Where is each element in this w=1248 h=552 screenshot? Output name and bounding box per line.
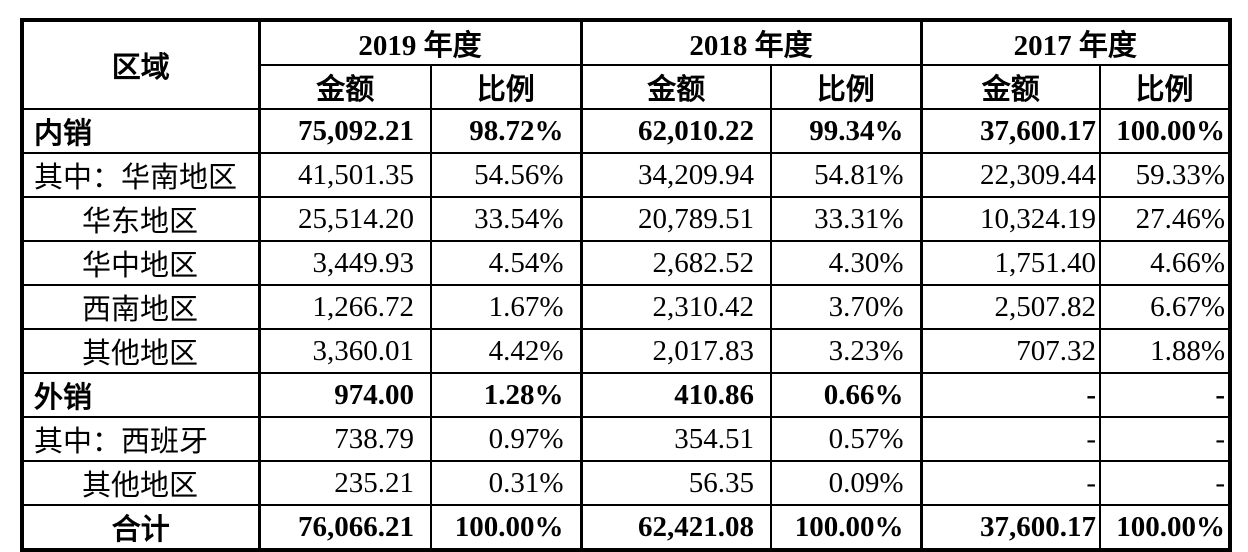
table-row: 内销 75,092.21 98.72% 62,010.22 99.34% 37,600.1… xyxy=(21,108,1232,154)
amount-cell: 3,360.01 xyxy=(257,328,432,374)
table-row: 外销 974.00 1.28% 410.86 0.66% - - xyxy=(21,372,1232,418)
table-row: 华东地区 25,514.20 33.54% 20,789.51 33.31% 10,324… xyxy=(21,196,1232,242)
ratio-cell: 3.23% xyxy=(770,328,923,374)
amount-header-2019: 金额 xyxy=(257,64,432,110)
amount-cell: 76,066.21 xyxy=(257,504,432,551)
amount-cell: 410.86 xyxy=(579,372,773,418)
subheader-row: 金额 比例 金额 比例 金额 比例 xyxy=(22,64,1232,110)
ratio-cell: 0.97% xyxy=(429,416,583,462)
row-label: 外销 xyxy=(21,372,260,418)
ratio-cell: 1.28% xyxy=(429,372,583,418)
row-label: 西南地区 xyxy=(21,284,260,330)
amount-cell: 34,209.94 xyxy=(579,152,773,198)
table-row: 合计 76,066.21 100.00% 62,421.08 100.00% 37,600… xyxy=(21,504,1232,551)
amount-cell: 62,421.08 xyxy=(579,504,773,551)
amount-cell: - xyxy=(919,460,1102,506)
row-label: 华东地区 xyxy=(21,196,260,242)
ratio-cell: 100.00% xyxy=(1099,108,1232,154)
year-2017-header: 2017 年度 xyxy=(919,19,1232,66)
amount-header-2017: 金额 xyxy=(919,64,1102,110)
ratio-cell: 0.09% xyxy=(770,460,923,506)
amount-cell: 2,310.42 xyxy=(579,284,773,330)
amount-cell: 974.00 xyxy=(257,372,432,418)
regional-sales-table: 区域 2019 年度 2018 年度 2017 年度 金额 比例 金额 比例 金… xyxy=(20,18,1233,552)
ratio-cell: 0.66% xyxy=(770,372,923,418)
ratio-cell: 27.46% xyxy=(1099,196,1232,242)
row-label: 合计 xyxy=(21,504,260,551)
ratio-cell: 100.00% xyxy=(429,504,583,551)
amount-cell: 10,324.19 xyxy=(919,196,1102,242)
ratio-cell: 1.67% xyxy=(429,284,583,330)
row-label: 内销 xyxy=(21,108,260,154)
amount-cell: 1,266.72 xyxy=(257,284,432,330)
amount-cell: 707.32 xyxy=(919,328,1102,374)
ratio-cell: 100.00% xyxy=(770,504,923,551)
amount-cell: 75,092.21 xyxy=(257,108,432,154)
amount-cell: 354.51 xyxy=(579,416,773,462)
row-label: 其中：西班牙 xyxy=(21,416,260,462)
amount-cell: 25,514.20 xyxy=(257,196,432,242)
ratio-cell: 0.31% xyxy=(429,460,583,506)
amount-cell: - xyxy=(919,416,1102,462)
table-row: 其中：西班牙 738.79 0.97% 354.51 0.57% - - xyxy=(21,416,1232,462)
ratio-cell: - xyxy=(1099,416,1232,462)
ratio-cell: 33.54% xyxy=(429,196,583,242)
amount-cell: 738.79 xyxy=(257,416,432,462)
amount-cell: 37,600.17 xyxy=(919,108,1102,154)
ratio-header-2019: 比例 xyxy=(429,64,583,110)
row-label: 其中：华南地区 xyxy=(21,152,260,198)
ratio-cell: 54.81% xyxy=(770,152,923,198)
ratio-header-2018: 比例 xyxy=(770,64,923,110)
amount-cell: 1,751.40 xyxy=(919,240,1102,286)
amount-cell: 56.35 xyxy=(579,460,773,506)
table-row: 其他地区 3,360.01 4.42% 2,017.83 3.23% 707.32 1.88… xyxy=(21,328,1232,374)
ratio-cell: 100.00% xyxy=(1099,504,1232,551)
ratio-cell: 98.72% xyxy=(429,108,583,154)
year-header-row: 区域 2019 年度 2018 年度 2017 年度 xyxy=(21,19,1232,110)
ratio-cell: 4.66% xyxy=(1099,240,1232,286)
amount-cell: 22,309.44 xyxy=(919,152,1102,198)
amount-header-2018: 金额 xyxy=(579,64,773,110)
ratio-cell: 3.70% xyxy=(770,284,923,330)
year-2018-header: 2018 年度 xyxy=(579,19,923,66)
region-column-header: 区域 xyxy=(21,19,260,110)
ratio-cell: 4.30% xyxy=(770,240,923,286)
row-label: 华中地区 xyxy=(21,240,260,286)
ratio-header-2017: 比例 xyxy=(1099,64,1232,110)
ratio-cell: 4.54% xyxy=(429,240,583,286)
table-header: 区域 2019 年度 2018 年度 2017 年度 金额 比例 金额 比例 金… xyxy=(21,19,1232,110)
ratio-cell: - xyxy=(1099,372,1232,418)
row-label: 其他地区 xyxy=(21,328,260,374)
table-row: 西南地区 1,266.72 1.67% 2,310.42 3.70% 2,507.82 6.… xyxy=(21,284,1232,330)
ratio-cell: 0.57% xyxy=(770,416,923,462)
year-2019-header: 2019 年度 xyxy=(257,19,583,66)
amount-cell: 3,449.93 xyxy=(257,240,432,286)
amount-cell: 2,682.52 xyxy=(579,240,773,286)
amount-cell: 62,010.22 xyxy=(579,108,773,154)
table-row: 其他地区 235.21 0.31% 56.35 0.09% - - xyxy=(21,460,1232,506)
amount-cell: 2,507.82 xyxy=(919,284,1102,330)
ratio-cell: 99.34% xyxy=(770,108,923,154)
table-row: 华中地区 3,449.93 4.54% 2,682.52 4.30% 1,751.40 4.… xyxy=(21,240,1232,286)
ratio-cell: 4.42% xyxy=(429,328,583,374)
ratio-cell: 33.31% xyxy=(770,196,923,242)
document-table-container: 区域 2019 年度 2018 年度 2017 年度 金额 比例 金额 比例 金… xyxy=(20,18,1233,552)
ratio-cell: 59.33% xyxy=(1099,152,1232,198)
amount-cell: - xyxy=(919,372,1102,418)
table-row: 其中：华南地区 41,501.35 54.56% 34,209.94 54.81% 22,… xyxy=(21,152,1232,198)
ratio-cell: 1.88% xyxy=(1099,328,1232,374)
table-body: 内销 75,092.21 98.72% 62,010.22 99.34% 37,600.1… xyxy=(21,108,1232,551)
amount-cell: 41,501.35 xyxy=(257,152,432,198)
amount-cell: 235.21 xyxy=(257,460,432,506)
amount-cell: 20,789.51 xyxy=(579,196,773,242)
ratio-cell: 6.67% xyxy=(1099,284,1232,330)
ratio-cell: 54.56% xyxy=(429,152,583,198)
row-label: 其他地区 xyxy=(21,460,260,506)
amount-cell: 2,017.83 xyxy=(579,328,773,374)
ratio-cell: - xyxy=(1099,460,1232,506)
amount-cell: 37,600.17 xyxy=(919,504,1102,551)
